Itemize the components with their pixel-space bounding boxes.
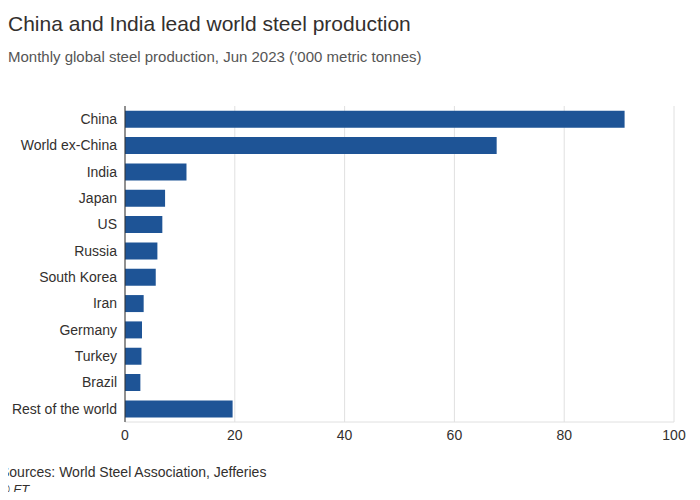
svg-text:Turkey: Turkey: [75, 348, 117, 364]
svg-text:Rest of the world: Rest of the world: [12, 401, 117, 417]
html-text:Monthly global steel productio: Monthly global steel production, Jun 202…: [8, 48, 422, 65]
svg-text:China: China: [80, 111, 117, 127]
svg-text:Russia: Russia: [74, 243, 117, 259]
svg-text:South Korea: South Korea: [39, 269, 117, 285]
html-text:© FT: © FT: [0, 482, 30, 497]
svg-text:20: 20: [227, 427, 243, 443]
svg-text:80: 80: [556, 427, 572, 443]
svg-text:0: 0: [121, 427, 129, 443]
html-text:Sources: World Steel Associati: Sources: World Steel Association, Jeffer…: [0, 464, 267, 480]
html-text:China and India lead world ste: China and India lead world steel product…: [8, 12, 411, 35]
svg-text:40: 40: [337, 427, 353, 443]
svg-text:100: 100: [662, 427, 686, 443]
svg-text:Iran: Iran: [93, 295, 117, 311]
svg-text:Japan: Japan: [79, 190, 117, 206]
svg-text:60: 60: [447, 427, 463, 443]
svg-text:Brazil: Brazil: [82, 374, 117, 390]
svg-text:India: India: [87, 164, 118, 180]
svg-text:Germany: Germany: [59, 322, 117, 338]
svg-text:World ex-China: World ex-China: [21, 137, 117, 153]
svg-text:US: US: [98, 216, 117, 232]
